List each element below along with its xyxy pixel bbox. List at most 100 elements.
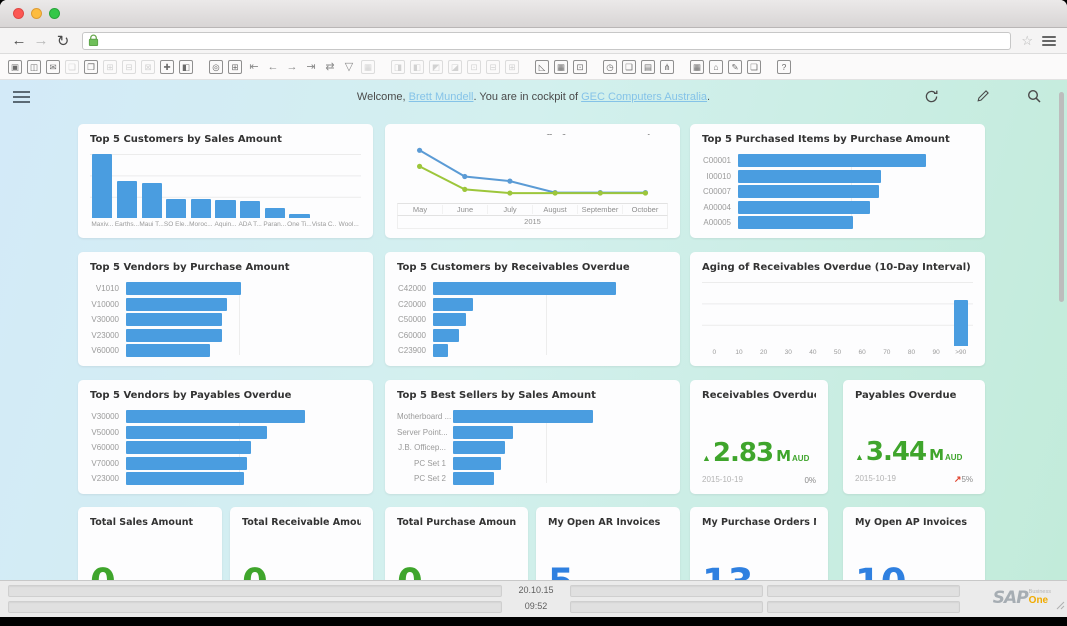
document-outgoing-icon: ◧	[410, 59, 424, 74]
axis-label: PC Set 1	[413, 458, 446, 468]
kpi-value: ▲ 3.44 M AUD	[855, 437, 963, 467]
bar-track	[433, 282, 668, 295]
widget-top5-vendors-purchase[interactable]: Top 5 Vendors by Purchase Amount V1010 V1…	[78, 252, 373, 366]
journal-entry-icon[interactable]: ▤	[641, 59, 655, 74]
widget-top5-customers-sales[interactable]: Top 5 Customers by Sales Amount Maxiv...…	[78, 124, 373, 238]
scrollbar-thumb[interactable]	[1059, 92, 1064, 302]
bar-column	[115, 154, 140, 218]
duplicate-icon[interactable]: ❐	[84, 59, 98, 74]
bar-column	[90, 154, 115, 218]
axis-label: 10	[735, 349, 743, 356]
bar-PC Set 1	[453, 456, 501, 470]
back-button[interactable]: ←	[11, 32, 27, 49]
bar-Aquin...	[215, 200, 236, 218]
print-icon[interactable]: ◫	[27, 59, 41, 74]
axis-label: C42000	[397, 284, 426, 293]
find-icon[interactable]: ◎	[209, 59, 223, 74]
kpi-receivables-overdue[interactable]: Receivables Overdue ▲ 2.83 M AUD 2015-10-19…	[690, 380, 828, 494]
bar-track	[433, 297, 668, 311]
gross-profit-icon: ◪	[448, 59, 462, 74]
reload-button[interactable]: ↻	[56, 32, 70, 50]
axis-label: C20000	[397, 299, 426, 309]
filter-icon[interactable]: ▽	[344, 60, 354, 73]
bar-column	[189, 154, 214, 218]
bar-track	[433, 344, 668, 357]
bar-track	[453, 456, 668, 470]
search-icon[interactable]	[1027, 89, 1041, 109]
axis-label: Aquin...	[214, 221, 237, 228]
org-chart-icon[interactable]: ⋔	[660, 59, 674, 74]
resize-grip[interactable]	[1056, 597, 1065, 615]
table-view-icon[interactable]: ▦	[554, 59, 568, 74]
cockpit-menu-icon[interactable]	[13, 91, 30, 106]
toolbar-group: ▦ ⌂ ✎ ❏	[690, 59, 766, 74]
next-record-icon[interactable]: →	[286, 60, 298, 73]
close-window-button[interactable]	[13, 8, 24, 19]
bar-V1010	[126, 282, 242, 295]
bar-column	[899, 282, 924, 346]
browser-menu-button[interactable]	[1039, 33, 1059, 49]
bookmark-star-icon[interactable]: ☆	[1021, 32, 1033, 48]
business-partner-icon[interactable]: ⌂	[709, 59, 723, 74]
kpi-value: 10	[855, 561, 973, 580]
last-record-icon[interactable]: ⇥	[306, 60, 316, 73]
bar-Moroc...	[190, 199, 211, 218]
status-field-3	[570, 585, 763, 597]
first-record-icon[interactable]: ⇤	[249, 60, 259, 73]
company-link[interactable]: GEC Computers Australia	[581, 91, 708, 103]
widget-top5-vendors-payables[interactable]: Top 5 Vendors by Payables Overdue V30000…	[78, 380, 373, 494]
find-record-icon[interactable]: ▣	[8, 59, 22, 74]
line-chart-svg	[416, 147, 649, 196]
url-input[interactable]	[103, 34, 1006, 47]
widget-revenue-vs-gross-profit[interactable]: Revenue Versus Gross Profit for Last 6 M…	[385, 124, 680, 238]
axis-label: 40	[809, 349, 817, 356]
kpi-date: 2015-10-19	[702, 475, 743, 484]
calendar-icon[interactable]: ▦	[690, 59, 704, 74]
bar-plot	[702, 282, 973, 346]
add-record-icon[interactable]: ⊞	[228, 59, 242, 74]
edit-icon[interactable]	[976, 89, 990, 109]
widget-top5-best-sellers[interactable]: Top 5 Best Sellers by Sales Amount Mothe…	[385, 380, 680, 494]
status-field-5	[767, 585, 960, 597]
axis-label: C00001	[702, 156, 731, 165]
email-icon[interactable]: ✉	[46, 59, 60, 74]
refresh-record-icon[interactable]: ⇄	[325, 60, 335, 73]
kpi-payables-overdue[interactable]: Payables Overdue ▲ 3.44 M AUD 2015-10-19 ↗5…	[843, 380, 985, 494]
widget-aging-receivables-overdue[interactable]: Aging of Receivables Overdue (10-Day Int…	[690, 252, 985, 366]
forward-button[interactable]: →	[33, 32, 49, 49]
data-point-Gross Profit-September	[597, 190, 603, 196]
kpi-my-open-ap-invoices[interactable]: My Open AP Invoices 10	[843, 507, 985, 580]
axis-label: ADA T...	[238, 221, 262, 228]
axis-label: 0	[712, 349, 717, 356]
kpi-total-purchase-amount[interactable]: Total Purchase Amount 0	[385, 507, 528, 580]
messages-alerts-icon[interactable]: ❑	[622, 59, 636, 74]
move-icon[interactable]: ✚	[160, 59, 174, 74]
kpi-title: My Open AR Invoices	[548, 517, 661, 528]
schedule-icon[interactable]: ◷	[603, 59, 617, 74]
minimize-window-button[interactable]	[31, 8, 42, 19]
refresh-icon[interactable]	[924, 89, 939, 109]
bar-column	[164, 154, 189, 218]
widget-top5-customers-receivables[interactable]: Top 5 Customers by Receivables Overdue C…	[385, 252, 680, 366]
help-icon[interactable]: ?	[777, 59, 791, 74]
user-notes-icon[interactable]: ❏	[747, 59, 761, 74]
hbar-row: V60000	[90, 344, 361, 357]
sap-business-one-logo: SAP Business One	[992, 588, 1051, 608]
kpi-total-receivable-amount[interactable]: Total Receivable Amount 0	[230, 507, 373, 580]
kpi-my-purchase-orders-not-received[interactable]: My Purchase Orders Not Rec... 13	[690, 507, 828, 580]
widget-top5-purchased-items[interactable]: Top 5 Purchased Items by Purchase Amount…	[690, 124, 985, 238]
address-bar[interactable]	[82, 31, 1012, 50]
data-point-Gross Profit-August	[552, 190, 558, 196]
kpi-value: 0	[397, 561, 516, 580]
user-link[interactable]: Brett Mundell	[408, 91, 474, 103]
kpi-my-open-ar-invoices[interactable]: My Open AR Invoices 5	[536, 507, 680, 580]
bar-V70000	[126, 456, 248, 470]
bar-Paran...	[264, 208, 285, 218]
trend-icon[interactable]: ◺	[535, 59, 549, 74]
chart-edit-icon[interactable]: ✎	[728, 59, 742, 74]
form-layout-icon[interactable]: ◧	[179, 59, 193, 74]
previous-record-icon[interactable]: ←	[267, 60, 279, 73]
zoom-window-button[interactable]	[49, 8, 60, 19]
form-settings-icon[interactable]: ⊡	[573, 59, 587, 74]
kpi-total-sales-amount[interactable]: Total Sales Amount 0	[78, 507, 222, 580]
